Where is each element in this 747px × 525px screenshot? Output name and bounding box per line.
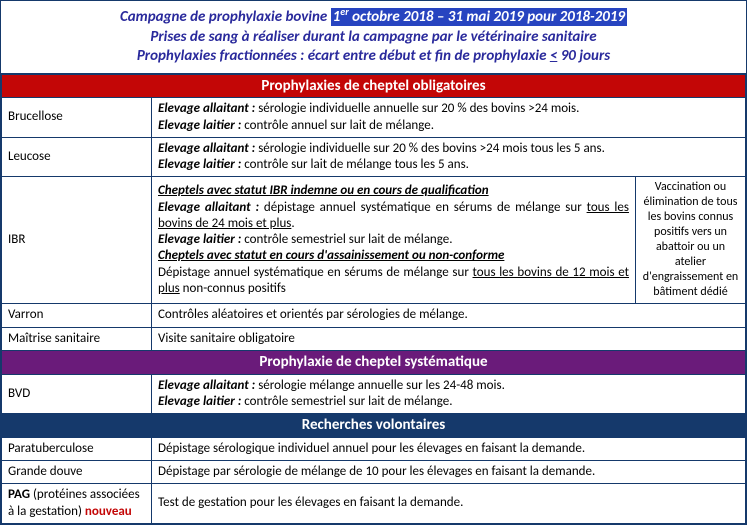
nouveau-badge: nouveau xyxy=(85,504,132,519)
table-row: IBR Cheptels avec statut IBR indemne ou … xyxy=(2,177,746,304)
section-header-obligatory: Prophylaxies de cheptel obligatoires xyxy=(2,74,746,98)
table-row: Varron Contrôles aléatoires et orientés … xyxy=(2,304,746,327)
row-content: Test de gestation pour les élevages en f… xyxy=(152,484,746,524)
document-frame: Campagne de prophylaxie bovine 1er octob… xyxy=(0,0,747,525)
row-label: Leucose xyxy=(2,137,152,177)
header-line-2: Prises de sang à réaliser durant la camp… xyxy=(7,28,740,48)
row-label: PAG (protéines associées à la gestation)… xyxy=(2,484,152,524)
row-content: Elevage allaitant : sérologie mélange an… xyxy=(152,374,746,414)
row-label: Paratuberculose xyxy=(2,437,152,460)
row-content: Cheptels avec statut IBR indemne ou en c… xyxy=(152,177,636,304)
document-header: Campagne de prophylaxie bovine 1er octob… xyxy=(1,1,746,74)
row-label: Maîtrise sanitaire xyxy=(2,327,152,350)
table-row: Recherches volontaires xyxy=(2,414,746,438)
row-content: Dépistage par sérologie de mélange de 10… xyxy=(152,461,746,484)
section-header-voluntary: Recherches volontaires xyxy=(2,414,746,438)
table-row: Leucose Elevage allaitant : sérologie in… xyxy=(2,137,746,177)
table-row: Maîtrise sanitaire Visite sanitaire obli… xyxy=(2,327,746,350)
ibr-side-note: Vaccination ou élimination de tous les b… xyxy=(636,177,746,304)
row-label: BVD xyxy=(2,374,152,414)
table-row: PAG (protéines associées à la gestation)… xyxy=(2,484,746,524)
row-label: IBR xyxy=(2,177,152,304)
table-row: Prophylaxie de cheptel systématique xyxy=(2,350,746,374)
table-row: Brucellose Elevage allaitant : sérologie… xyxy=(2,98,746,138)
section-header-systematic: Prophylaxie de cheptel systématique xyxy=(2,350,746,374)
prophylaxis-table: Prophylaxies de cheptel obligatoires Bru… xyxy=(1,74,746,524)
table-row: Prophylaxies de cheptel obligatoires xyxy=(2,74,746,98)
header-date-highlight: 1er octobre 2018 – 31 mai 2019 pour 2018… xyxy=(331,8,627,26)
table-row: BVD Elevage allaitant : sérologie mélang… xyxy=(2,374,746,414)
header-line-1: Campagne de prophylaxie bovine 1er octob… xyxy=(7,5,740,28)
header-line-3: Prophylaxies fractionnées : écart entre … xyxy=(7,47,740,67)
table-row: Paratuberculose Dépistage sérologique in… xyxy=(2,437,746,460)
row-content: Contrôles aléatoires et orientés par sér… xyxy=(152,304,746,327)
row-label: Grande douve xyxy=(2,461,152,484)
table-row: Grande douve Dépistage par sérologie de … xyxy=(2,461,746,484)
row-content: Elevage allaitant : sérologie individuel… xyxy=(152,98,746,138)
row-content: Visite sanitaire obligatoire xyxy=(152,327,746,350)
row-label: Varron xyxy=(2,304,152,327)
row-content: Elevage allaitant : sérologie individuel… xyxy=(152,137,746,177)
header-line1-pre: Campagne de prophylaxie bovine xyxy=(120,8,331,26)
row-label: Brucellose xyxy=(2,98,152,138)
row-content: Dépistage sérologique individuel annuel … xyxy=(152,437,746,460)
